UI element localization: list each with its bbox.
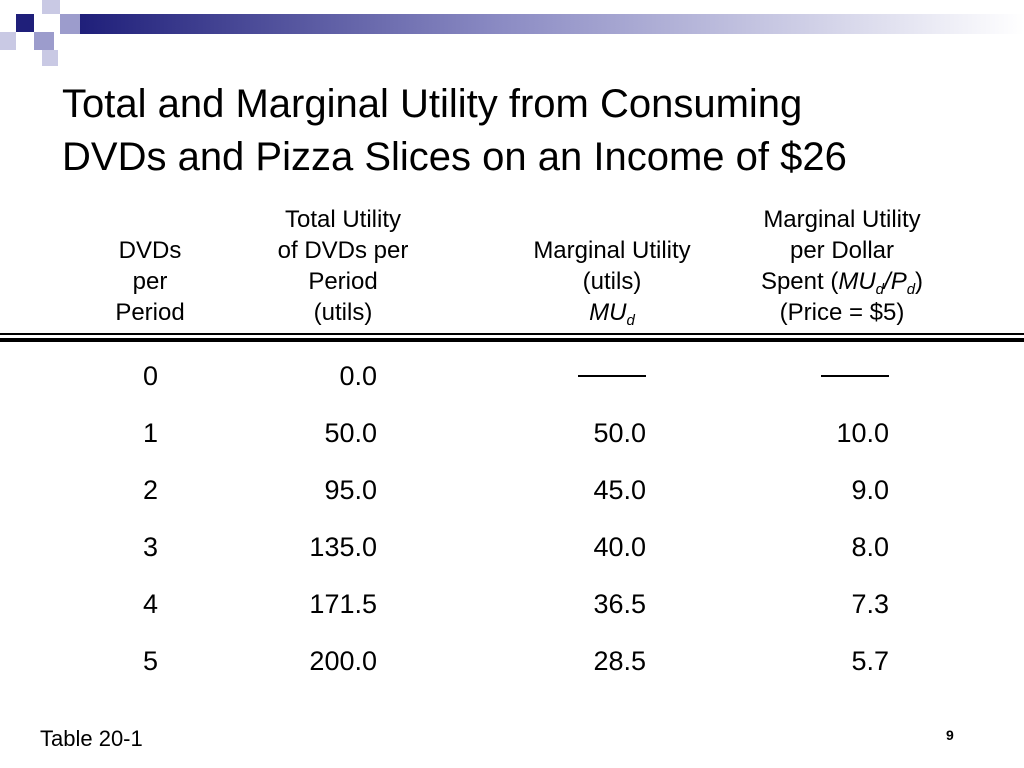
deco-square-mid-left xyxy=(0,32,16,50)
header-rule-thin xyxy=(0,333,1024,335)
table-caption: Table 20-1 xyxy=(40,726,143,751)
cell-marginal-utility: 28.5 xyxy=(593,646,646,676)
cell-dvds: 2 xyxy=(142,475,158,505)
cell-dvds: 4 xyxy=(142,589,158,619)
header-mu-symbol: MU xyxy=(589,299,627,326)
cell-total-utility: 95.0 xyxy=(324,475,377,505)
header-mu-subscript: d xyxy=(875,281,885,298)
header-line: MUd xyxy=(502,297,722,328)
header-close-paren: ) xyxy=(915,268,924,295)
header-p-subscript: d xyxy=(906,281,916,298)
header-line: (utils) xyxy=(313,299,373,326)
header-mu-symbol: MU xyxy=(838,268,876,295)
header-line: Marginal Utility xyxy=(763,206,921,233)
page-number: 9 xyxy=(946,727,954,743)
header-line: Total Utility xyxy=(284,206,402,233)
header-mu-subscript: d xyxy=(626,312,635,329)
header-marginal-utility: Marginal Utility (utils) MUd xyxy=(502,235,722,328)
cell-mu-per-dollar: 5.7 xyxy=(851,646,889,676)
cell-dvds: 0 xyxy=(142,361,158,391)
cell-marginal-utility: 36.5 xyxy=(593,589,646,619)
empty-value-dash xyxy=(821,375,889,377)
slide-title-line-2: DVDs and Pizza Slices on an Income of $2… xyxy=(62,135,847,179)
header-line: Period xyxy=(115,299,185,326)
header-line: DVDs xyxy=(118,237,182,264)
cell-dvds: 3 xyxy=(142,532,158,562)
header-p-symbol: P xyxy=(890,268,907,295)
header-line: (Price = $5) xyxy=(779,299,905,326)
cell-marginal-utility: 50.0 xyxy=(593,418,646,448)
cell-marginal-utility: 40.0 xyxy=(593,532,646,562)
slide-title: Total and Marginal Utility from Consumin… xyxy=(62,78,1002,184)
header-line: per xyxy=(132,268,168,295)
header-line: per Dollar xyxy=(789,237,895,264)
header-spent-prefix: Spent ( xyxy=(760,268,839,295)
slide-title-line-1: Total and Marginal Utility from Consumin… xyxy=(62,82,803,126)
header-line: Spent (MUd/Pd) xyxy=(722,266,962,297)
deco-square-navy xyxy=(16,14,34,32)
cell-mu-per-dollar: 10.0 xyxy=(836,418,889,448)
cell-mu-per-dollar: 7.3 xyxy=(851,589,889,619)
cell-mu-per-dollar: 9.0 xyxy=(851,475,889,505)
cell-total-utility: 50.0 xyxy=(324,418,377,448)
header-slash: / xyxy=(884,268,891,295)
deco-square-right xyxy=(60,14,80,34)
cell-total-utility: 171.5 xyxy=(309,589,377,619)
header-line: Period xyxy=(308,268,378,295)
cell-dvds: 5 xyxy=(142,646,158,676)
deco-square-low xyxy=(42,50,58,66)
gradient-bar xyxy=(80,14,1024,34)
header-line: (utils) xyxy=(582,268,642,295)
cell-marginal-utility: 45.0 xyxy=(593,475,646,505)
header-total-utility: Total Utility of DVDs per Period (utils) xyxy=(243,204,443,328)
header-line: of DVDs per xyxy=(277,237,409,264)
cell-dvds: 1 xyxy=(142,418,158,448)
header-mu-per-dollar: Marginal Utility per Dollar Spent (MUd/P… xyxy=(722,204,962,328)
cell-total-utility: 0.0 xyxy=(339,361,377,391)
header-line: Marginal Utility xyxy=(533,237,691,264)
header-rule-thick xyxy=(0,338,1024,342)
header-dvds-per-period: DVDs per Period xyxy=(80,235,220,328)
cell-total-utility: 135.0 xyxy=(309,532,377,562)
empty-value-dash xyxy=(578,375,646,377)
deco-square-top xyxy=(42,0,60,14)
header-decoration xyxy=(0,0,1024,66)
cell-total-utility: 200.0 xyxy=(309,646,377,676)
cell-mu-per-dollar: 8.0 xyxy=(851,532,889,562)
deco-square-mid xyxy=(34,32,54,50)
